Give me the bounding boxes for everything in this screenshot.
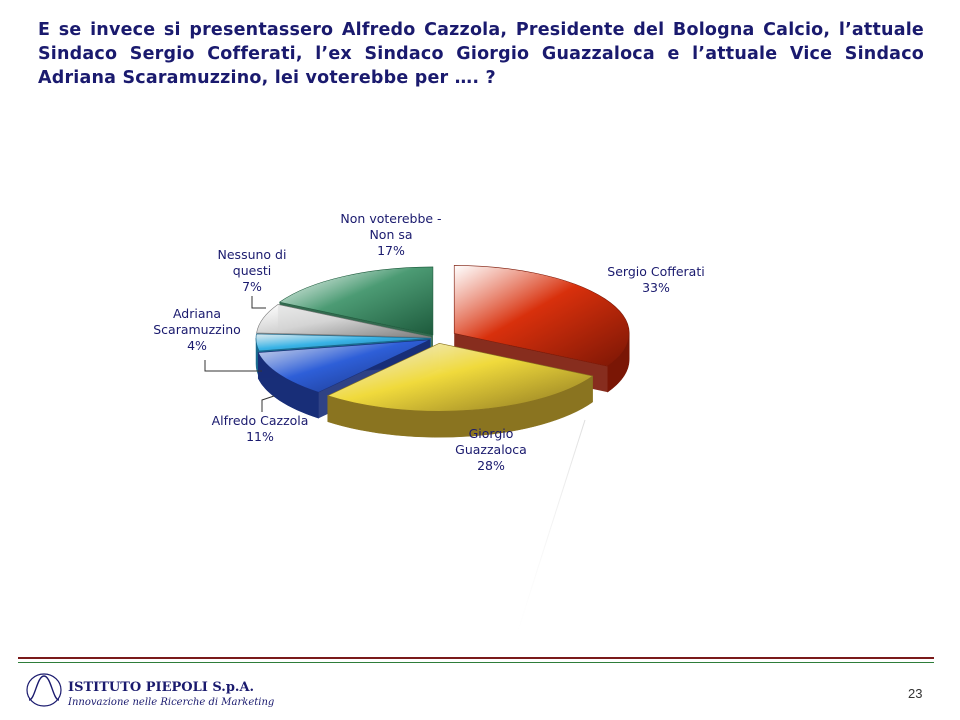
leader-line — [204, 360, 262, 372]
pie-slice-2 — [326, 342, 594, 438]
pie-slice-top — [255, 333, 432, 352]
slice-label: Giorgio Guazzaloca 28% — [455, 426, 527, 473]
leader-line — [261, 395, 275, 412]
slice-name-label: Alfredo Cazzola — [212, 413, 309, 428]
slice-name-label: questi — [233, 263, 271, 278]
slice-label: Non voterebbe -Non sa 17% — [340, 211, 441, 258]
pie-slice-top — [326, 342, 594, 412]
chart-floor-line — [514, 419, 586, 641]
slice-name-label: Adriana — [173, 306, 221, 321]
slice-name-label: Non voterebbe - — [340, 211, 441, 226]
slide-question: E se invece si presentassero Alfredo Caz… — [38, 20, 924, 88]
pie-labels: Sergio Cofferati 33% Giorgio Guazzaloca 28% A… — [153, 211, 704, 473]
pie-slice-top — [278, 266, 434, 336]
slice-value-label: 17% — [377, 243, 405, 258]
pie-slice-top — [257, 339, 431, 393]
footer-divider-top — [18, 657, 934, 659]
leader-line — [251, 296, 266, 309]
slice-name-label: Guazzaloca — [455, 442, 527, 457]
slice-label: Nessuno di questi 7% — [218, 247, 287, 294]
slice-value-label: 33% — [642, 280, 670, 295]
slice-name-label: Sergio Cofferati — [607, 264, 704, 279]
slice-label: Alfredo Cazzola 11% — [212, 413, 309, 444]
footer-divider-bottom — [18, 662, 934, 663]
slice-label: Sergio Cofferati 33% — [607, 264, 704, 295]
pie-slices — [255, 265, 630, 438]
pie-slice-top — [256, 304, 432, 338]
company-logo — [26, 673, 62, 707]
slice-label: Adriana Scaramuzzino 4% — [153, 306, 241, 353]
pie-slice-top — [453, 265, 630, 367]
slice-value-label: 11% — [246, 429, 274, 444]
slice-value-label: 4% — [187, 338, 207, 353]
company-tagline: Innovazione nelle Ricerche di Marketing — [68, 697, 275, 708]
slice-name-label: Scaramuzzino — [153, 322, 241, 337]
slice-value-label: 28% — [477, 458, 505, 473]
page-number: 23 — [908, 686, 923, 701]
company-name: ISTITUTO PIEPOLI S.p.A. — [68, 680, 255, 695]
slice-name-label: Giorgio — [469, 426, 514, 441]
slice-name-label: Nessuno di — [218, 247, 287, 262]
slice-name-label: Non sa — [369, 227, 412, 242]
slice-value-label: 7% — [242, 279, 262, 294]
